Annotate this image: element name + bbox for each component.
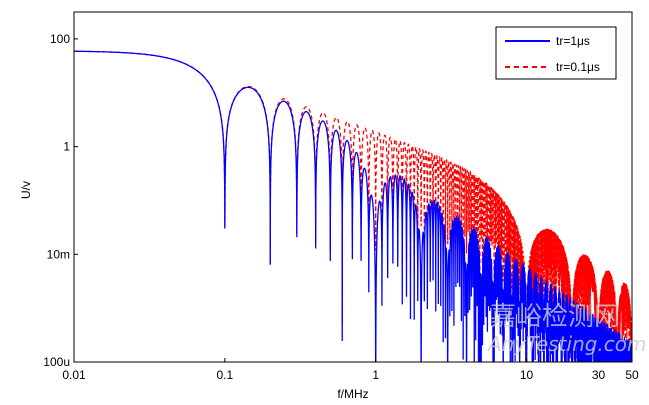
x-tick-label: 30 [592, 368, 606, 382]
x-tick-label: 0.1 [217, 368, 234, 382]
y-tick-label: 1 [63, 140, 70, 154]
watermark-en: AnyTesting.com [488, 332, 647, 356]
y-tick-label: 10m [47, 247, 70, 261]
x-tick-label: 1 [372, 368, 379, 382]
watermark-cn: 嘉峪检测网 [490, 302, 621, 332]
x-tick-label: 0.01 [62, 368, 86, 382]
y-tick-label: 100u [43, 355, 70, 369]
legend: tr=1μs tr=0.1μs [495, 26, 617, 80]
y-axis-label: U/v [19, 181, 33, 199]
y-tick-label: 100 [50, 32, 70, 46]
legend-label-tr-0.1us: tr=0.1μs [556, 60, 600, 74]
legend-label-tr-1us: tr=1μs [556, 34, 590, 48]
series-line-tr-1us [74, 50, 632, 362]
plot-frame [73, 11, 633, 363]
x-axis-label: f/MHz [337, 387, 368, 401]
x-tick-label: 50 [625, 368, 639, 382]
x-tick-label: 10 [520, 368, 534, 382]
